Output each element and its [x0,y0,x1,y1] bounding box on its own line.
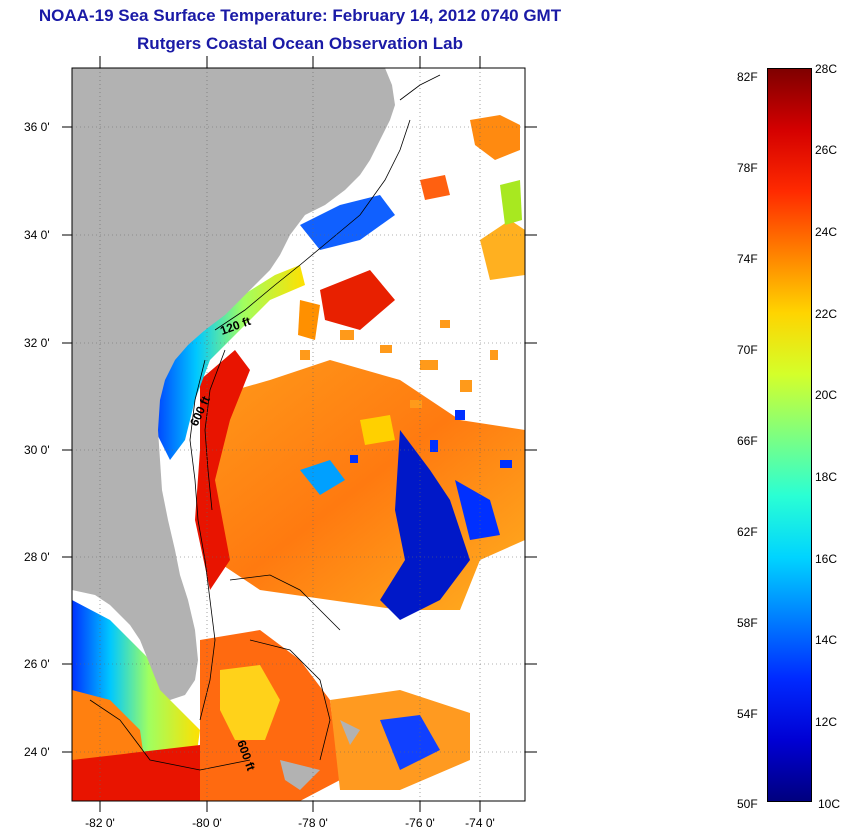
lon-label: -78 0' [298,816,328,830]
mild-patch [360,415,395,445]
warm-eddy [320,270,395,330]
cold-patch [455,480,500,540]
cbar-c-label: 20C [815,388,838,402]
warm-patch-ne [480,220,525,280]
cbar-c-label: 10C [818,797,841,811]
coastal-cold-band-north [300,195,395,250]
cbar-c-label: 26C [815,143,838,157]
lat-label: 26 0' [24,657,50,671]
scattered-sst-pixels [300,320,498,408]
scattered-cold-pixels [350,410,512,468]
land-mass [72,68,395,700]
cold-patch-south [380,715,440,770]
lat-label: 34 0' [24,228,50,242]
cbar-f-label: 70F [737,343,758,357]
cold-patch [380,430,470,620]
coastal-cold-band [150,265,305,460]
island-land [340,720,360,745]
cbar-c-label: 16C [815,552,838,566]
bank-warm-region [220,665,280,740]
warm-shelf-edge [195,350,250,590]
cbar-f-label: 54F [737,707,758,721]
cbar-f-label: 58F [737,616,758,630]
lat-label: 24 0' [24,745,50,759]
lon-label: -74 0' [465,816,495,830]
cbar-c-label: 18C [815,470,838,484]
lat-label: 36 0' [24,120,50,134]
cbar-f-label: 62F [737,525,758,539]
cbar-c-label: 12C [815,715,838,729]
cbar-c-label: 24C [815,225,838,239]
mild-patch-ne [500,180,522,225]
warm-eddy [298,300,320,340]
map-title: NOAA-19 Sea Surface Temperature: Februar… [38,6,562,25]
axis-ticks [62,56,537,812]
cbar-f-label: 74F [737,252,758,266]
island-land [280,760,320,790]
lon-label: -76 0' [405,816,435,830]
plot-frame [71,67,526,802]
lon-label: -82 0' [85,816,115,830]
lon-label: -80 0' [192,816,222,830]
warm-patch-ne [420,175,450,200]
cbar-c-label: 28C [815,62,838,76]
cbar-f-label: 82F [737,70,758,84]
sst-data-layer: 120 ft 600 ft 600 ft [72,68,525,801]
lat-label: 28 0' [24,550,50,564]
sst-map: 120 ft 600 ft 600 ft 36 0' [24,56,537,830]
lat-label: 30 0' [24,443,50,457]
bathymetry-contours [89,74,441,771]
cool-patch [300,460,345,495]
cbar-f-label: 50F [737,797,758,811]
cbar-c-label: 22C [815,307,838,321]
cbar-f-label: 66F [737,434,758,448]
lat-label: 32 0' [24,336,50,350]
cbar-c-label: 14C [815,633,838,647]
cbar-f-label: 78F [737,161,758,175]
map-subtitle: Rutgers Coastal Ocean Observation Lab [137,34,463,53]
warm-patch-ne [470,115,520,160]
colorbar [767,68,812,802]
